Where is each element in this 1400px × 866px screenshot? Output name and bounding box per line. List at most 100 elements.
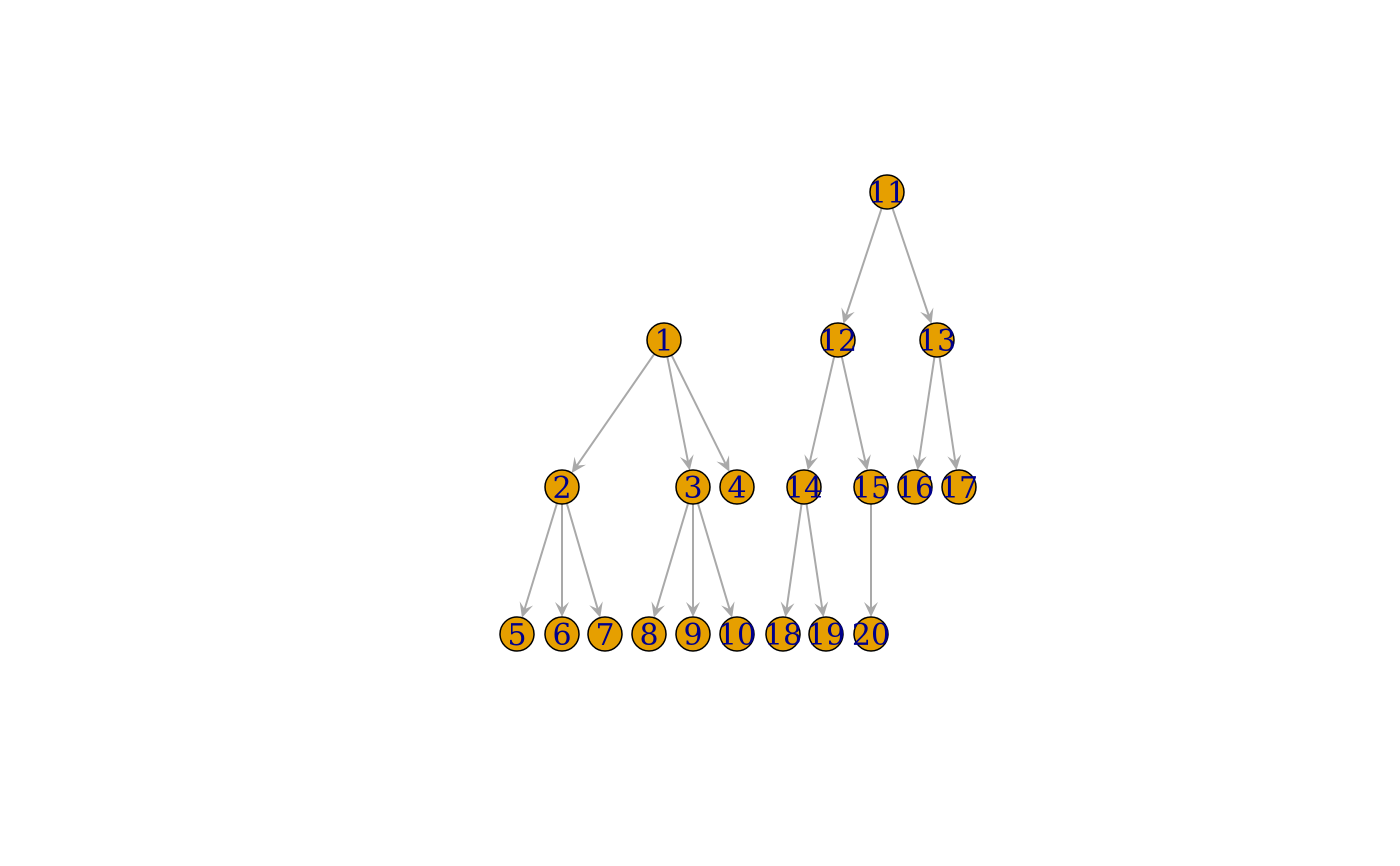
arrowhead — [804, 454, 819, 471]
node-label: 18 — [764, 618, 802, 653]
edge-11-12 — [841, 207, 883, 324]
node-1: 1 — [646, 322, 682, 359]
node-circle — [646, 322, 682, 358]
arrowhead — [686, 602, 700, 617]
edge-12-14 — [804, 356, 836, 471]
node-circle — [941, 469, 977, 505]
node-label: 17 — [940, 471, 978, 506]
edge-3-9 — [686, 504, 700, 617]
edge-14-18 — [780, 503, 803, 618]
edge-line — [845, 207, 883, 316]
node-label: 8 — [639, 618, 658, 653]
arrowhead — [555, 602, 569, 617]
node-label: 1 — [654, 324, 673, 359]
arrowhead — [519, 601, 534, 618]
edge-15-20 — [864, 504, 878, 617]
node-label: 7 — [595, 618, 614, 653]
node-label: 6 — [552, 618, 571, 653]
edge-1-4 — [670, 354, 730, 472]
node-label: 13 — [918, 324, 956, 359]
node-label: 15 — [852, 471, 890, 506]
node-label: 9 — [683, 618, 702, 653]
edge-line — [696, 502, 731, 610]
edge-11-13 — [891, 207, 934, 324]
node-circle — [675, 616, 711, 652]
edge-3-8 — [651, 502, 690, 618]
arrowhead — [651, 601, 665, 618]
edge-1-2 — [571, 353, 656, 474]
node-2: 2 — [544, 469, 580, 506]
arrowhead — [912, 454, 927, 471]
edge-layer — [519, 207, 962, 618]
node-6: 6 — [544, 616, 580, 653]
node-label: 4 — [727, 471, 746, 506]
node-label: 14 — [785, 471, 823, 506]
arrowhead — [571, 456, 586, 474]
node-circle — [919, 322, 955, 358]
node-8: 8 — [631, 616, 667, 653]
edge-14-19 — [805, 503, 829, 618]
node-circle — [820, 322, 856, 358]
node-label: 5 — [507, 618, 526, 653]
node-circle — [869, 174, 905, 210]
edge-line — [840, 356, 867, 462]
node-16: 16 — [896, 469, 934, 506]
edge-line — [785, 503, 803, 609]
node-label: 16 — [896, 471, 934, 506]
edge-line — [808, 356, 836, 462]
edge-line — [805, 503, 824, 609]
node-circle — [631, 616, 667, 652]
edge-line — [670, 354, 727, 465]
edge-3-10 — [696, 502, 735, 618]
edge-12-15 — [840, 356, 871, 471]
node-label: 19 — [807, 618, 845, 653]
edge-1-3 — [666, 356, 694, 471]
edge-line — [891, 207, 930, 316]
node-17: 17 — [940, 469, 978, 506]
node-19: 19 — [807, 616, 845, 653]
edge-2-5 — [519, 502, 558, 618]
node-12: 12 — [819, 322, 857, 359]
edge-line — [666, 356, 689, 462]
node-circle — [544, 469, 580, 505]
arrowhead — [947, 454, 962, 471]
node-circle — [719, 616, 755, 652]
edge-line — [655, 502, 690, 610]
node-13: 13 — [918, 322, 956, 359]
edge-2-7 — [565, 503, 603, 618]
edge-line — [917, 356, 936, 462]
arrowhead — [920, 307, 934, 324]
node-label: 12 — [819, 324, 857, 359]
node-circle — [853, 469, 889, 505]
edge-13-17 — [938, 356, 962, 471]
edge-line — [938, 356, 957, 462]
edge-13-16 — [912, 356, 936, 471]
node-15: 15 — [852, 469, 890, 506]
arrowhead — [841, 307, 855, 324]
edge-line — [576, 353, 656, 467]
arrowhead — [589, 601, 603, 618]
edge-line — [523, 502, 558, 610]
node-label: 10 — [718, 618, 756, 653]
edge-2-6 — [555, 504, 569, 617]
node-3: 3 — [675, 469, 711, 506]
node-label: 20 — [852, 618, 890, 653]
node-circle — [719, 469, 755, 505]
node-9: 9 — [675, 616, 711, 653]
node-10: 10 — [718, 616, 756, 653]
node-4: 4 — [719, 469, 755, 506]
node-label: 11 — [868, 176, 906, 211]
node-5: 5 — [499, 616, 535, 653]
arrowhead — [814, 601, 829, 618]
arrowhead — [780, 601, 795, 618]
node-circle — [786, 469, 822, 505]
arrowhead — [721, 601, 735, 618]
arrowhead — [716, 455, 730, 472]
node-circle — [808, 616, 844, 652]
node-label: 2 — [552, 471, 571, 506]
arrowhead — [679, 454, 694, 471]
node-circle — [853, 616, 889, 652]
node-circle — [587, 616, 623, 652]
